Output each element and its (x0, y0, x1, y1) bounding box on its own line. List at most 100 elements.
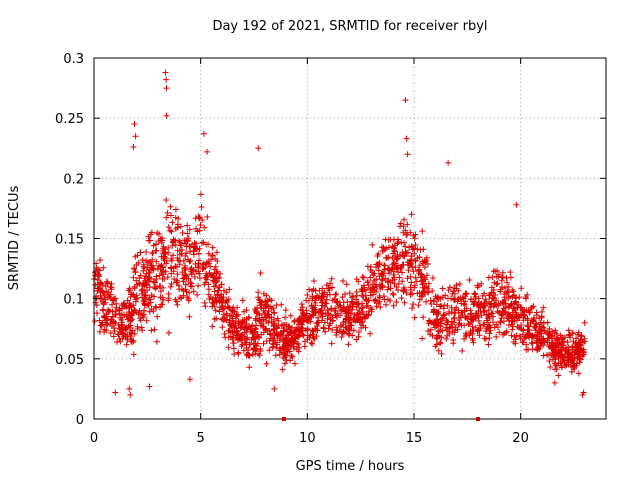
data-point (312, 295, 319, 302)
data-point (201, 299, 208, 306)
data-point (437, 327, 444, 334)
data-point (463, 305, 470, 312)
data-point (106, 307, 113, 314)
data-point (438, 303, 445, 310)
data-point (508, 314, 515, 321)
data-point (205, 250, 212, 257)
data-point (575, 340, 582, 347)
data-point (156, 283, 163, 290)
data-point (332, 295, 339, 302)
data-point (298, 301, 305, 308)
data-point (207, 294, 214, 301)
data-point (260, 323, 267, 330)
data-point (197, 222, 204, 229)
data-point (416, 289, 423, 296)
data-point (444, 302, 451, 309)
data-point (95, 285, 102, 292)
data-point (488, 310, 495, 317)
data-point (195, 282, 202, 289)
data-point (195, 250, 202, 257)
data-point (416, 296, 423, 303)
data-point (512, 336, 519, 343)
data-point (412, 264, 419, 271)
data-point (240, 347, 247, 354)
data-point (260, 329, 267, 336)
data-point (569, 343, 576, 350)
data-point (354, 301, 361, 308)
data-point (276, 337, 283, 344)
data-point (320, 325, 327, 332)
data-point (275, 331, 282, 338)
data-point (324, 315, 331, 322)
data-point (267, 303, 274, 310)
data-point (497, 318, 504, 325)
data-point (576, 339, 583, 346)
data-point (398, 295, 405, 302)
data-point (400, 288, 407, 295)
data-point (105, 289, 112, 296)
data-point (481, 335, 488, 342)
data-point (241, 340, 248, 347)
data-point (510, 288, 517, 295)
data-point (471, 290, 478, 297)
data-point (419, 228, 426, 235)
data-point (563, 361, 570, 368)
data-point (429, 288, 436, 295)
data-point (279, 366, 286, 373)
data-point (566, 331, 573, 338)
data-point (475, 282, 482, 289)
data-point (355, 329, 362, 336)
data-point (574, 331, 581, 338)
data-point (229, 317, 236, 324)
data-point (167, 283, 174, 290)
data-point (404, 275, 411, 282)
data-point (394, 266, 401, 273)
data-point (107, 330, 114, 337)
data-point (309, 340, 316, 347)
data-point (93, 310, 100, 317)
data-point (209, 323, 216, 330)
data-point (216, 274, 223, 281)
data-point (519, 339, 526, 346)
data-point (204, 214, 211, 221)
data-point (288, 352, 295, 359)
data-point (439, 285, 446, 292)
data-point (408, 243, 415, 250)
data-point (363, 297, 370, 304)
data-point (263, 360, 270, 367)
data-point (119, 321, 126, 328)
data-point (299, 318, 306, 325)
data-point (339, 294, 346, 301)
data-point (128, 338, 135, 345)
data-point (348, 298, 355, 305)
data-point (448, 309, 455, 316)
data-points (91, 69, 588, 398)
data-point (211, 303, 218, 310)
data-point (526, 309, 533, 316)
data-point (393, 299, 400, 306)
data-point (505, 289, 512, 296)
data-point (165, 224, 172, 231)
data-point (379, 283, 386, 290)
data-point (379, 277, 386, 284)
data-point (183, 237, 190, 244)
data-point (293, 346, 300, 353)
data-point (385, 236, 392, 243)
data-point (128, 301, 135, 308)
data-point (461, 308, 468, 315)
data-point (142, 273, 149, 280)
data-point (238, 343, 245, 350)
x-tick-label: 20 (512, 431, 529, 446)
data-point (547, 363, 554, 370)
data-point (158, 270, 165, 276)
data-point (559, 334, 566, 341)
data-point (505, 283, 512, 290)
data-point (335, 303, 342, 310)
data-point (465, 321, 472, 328)
data-point (540, 304, 547, 311)
data-point (450, 288, 457, 295)
data-point (540, 320, 547, 327)
data-point (138, 324, 145, 331)
data-point (153, 275, 160, 282)
data-point (538, 313, 545, 320)
